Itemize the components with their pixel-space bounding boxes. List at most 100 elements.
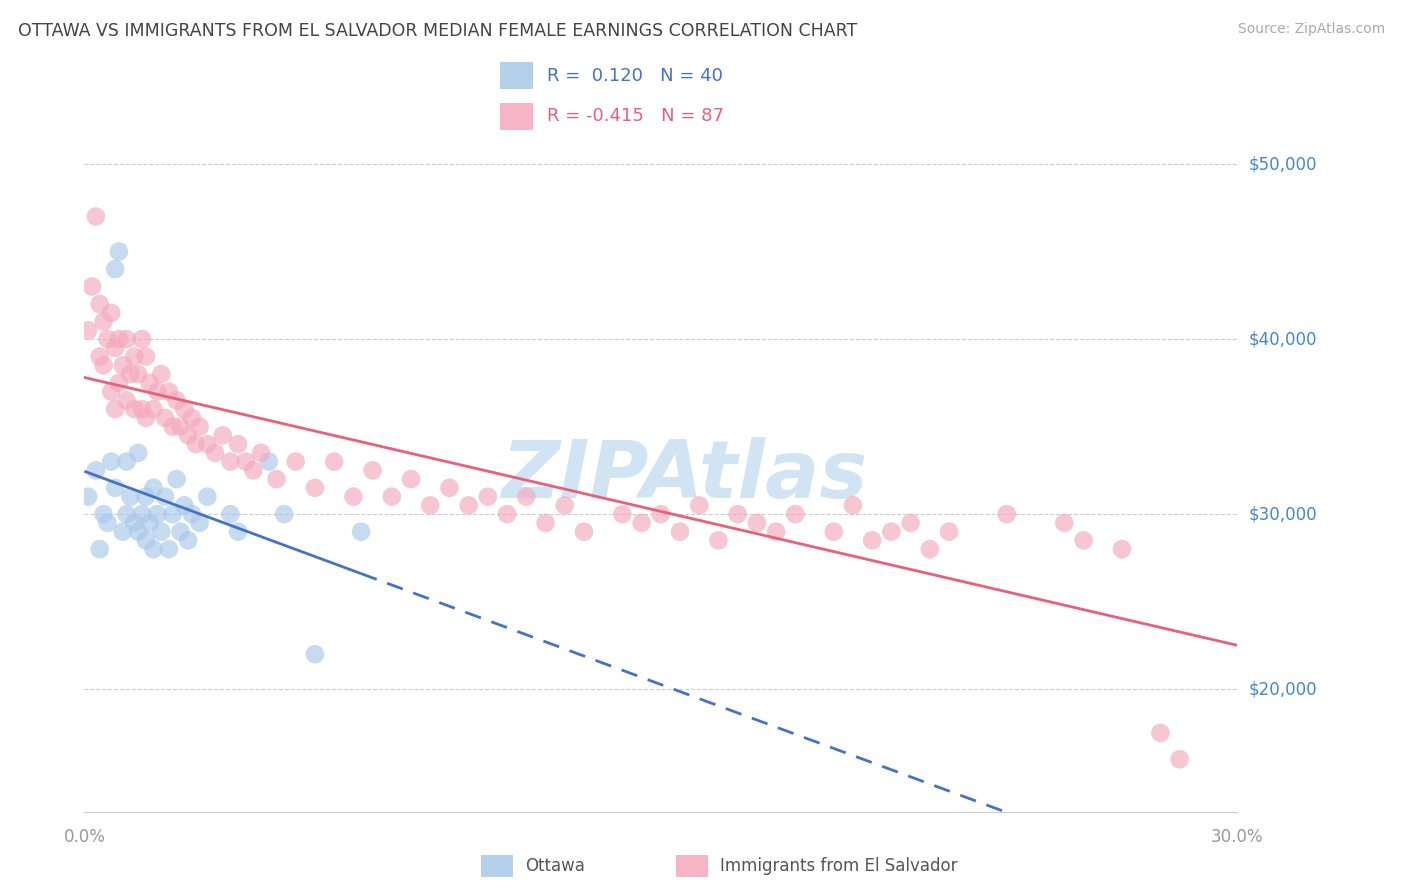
Point xyxy=(342,490,364,504)
Point xyxy=(381,490,404,504)
Text: $50,000: $50,000 xyxy=(1249,155,1317,173)
Point xyxy=(765,524,787,539)
Point xyxy=(419,499,441,513)
Point xyxy=(142,402,165,417)
Point xyxy=(669,524,692,539)
Point xyxy=(142,481,165,495)
Point xyxy=(707,533,730,548)
Text: OTTAWA VS IMMIGRANTS FROM EL SALVADOR MEDIAN FEMALE EARNINGS CORRELATION CHART: OTTAWA VS IMMIGRANTS FROM EL SALVADOR ME… xyxy=(18,22,858,40)
Point xyxy=(77,323,100,337)
Point xyxy=(650,507,672,521)
Text: $30,000: $30,000 xyxy=(1249,505,1317,523)
Point xyxy=(361,463,384,477)
Point xyxy=(127,524,149,539)
Point xyxy=(150,367,173,381)
Point xyxy=(80,279,103,293)
Point xyxy=(477,490,499,504)
Point xyxy=(111,359,134,373)
Point xyxy=(84,463,107,477)
Point xyxy=(89,350,111,364)
Point xyxy=(177,428,200,442)
Text: $20,000: $20,000 xyxy=(1249,681,1317,698)
Point xyxy=(823,524,845,539)
Bar xyxy=(499,62,533,89)
Point xyxy=(93,315,115,329)
Bar xyxy=(481,855,513,877)
Point xyxy=(169,524,191,539)
Point xyxy=(111,524,134,539)
Text: ZIPAtlas: ZIPAtlas xyxy=(501,436,868,515)
Point xyxy=(219,455,242,469)
Point xyxy=(181,507,204,521)
Point xyxy=(124,350,146,364)
Point xyxy=(399,472,422,486)
Point xyxy=(131,332,153,346)
Point xyxy=(496,507,519,521)
Point xyxy=(211,428,233,442)
Point xyxy=(135,410,157,425)
Point xyxy=(146,384,169,399)
Point xyxy=(131,402,153,417)
Point xyxy=(115,393,138,408)
Point xyxy=(162,507,184,521)
Point xyxy=(138,516,160,530)
Point xyxy=(93,507,115,521)
Point xyxy=(100,384,122,399)
Point xyxy=(204,446,226,460)
Point xyxy=(995,507,1018,521)
Point xyxy=(745,516,768,530)
Point xyxy=(100,455,122,469)
Point xyxy=(572,524,595,539)
Point xyxy=(250,446,273,460)
Point xyxy=(181,410,204,425)
Point xyxy=(108,376,131,390)
Point xyxy=(135,350,157,364)
Point xyxy=(108,332,131,346)
Point xyxy=(219,507,242,521)
Point xyxy=(100,306,122,320)
Point xyxy=(630,516,652,530)
Text: $40,000: $40,000 xyxy=(1249,330,1317,348)
Point xyxy=(842,499,865,513)
Text: R = -0.415   N = 87: R = -0.415 N = 87 xyxy=(547,107,724,125)
Point xyxy=(284,455,307,469)
Point xyxy=(457,499,479,513)
Point xyxy=(554,499,576,513)
Point xyxy=(124,516,146,530)
Point xyxy=(242,463,264,477)
Point xyxy=(1073,533,1095,548)
Text: Source: ZipAtlas.com: Source: ZipAtlas.com xyxy=(1237,22,1385,37)
Point xyxy=(195,490,218,504)
Point xyxy=(350,524,373,539)
Point xyxy=(104,262,127,277)
Point xyxy=(880,524,903,539)
Point xyxy=(96,332,118,346)
Point xyxy=(439,481,461,495)
Point xyxy=(115,455,138,469)
Point xyxy=(304,481,326,495)
Point xyxy=(1053,516,1076,530)
Point xyxy=(93,359,115,373)
Point xyxy=(135,490,157,504)
Point xyxy=(177,533,200,548)
Point xyxy=(257,455,280,469)
Bar xyxy=(499,103,533,130)
Point xyxy=(89,542,111,557)
Point xyxy=(184,437,207,451)
Text: R =  0.120   N = 40: R = 0.120 N = 40 xyxy=(547,67,723,85)
Point xyxy=(226,524,249,539)
Point xyxy=(120,490,142,504)
Point xyxy=(195,437,218,451)
Point xyxy=(115,332,138,346)
Point xyxy=(96,516,118,530)
Point xyxy=(273,507,295,521)
Point xyxy=(131,507,153,521)
Point xyxy=(918,542,941,557)
Point xyxy=(938,524,960,539)
Point xyxy=(108,244,131,259)
Point xyxy=(166,472,188,486)
Point xyxy=(157,384,180,399)
Point xyxy=(173,402,195,417)
Point xyxy=(304,647,326,661)
Point xyxy=(127,367,149,381)
